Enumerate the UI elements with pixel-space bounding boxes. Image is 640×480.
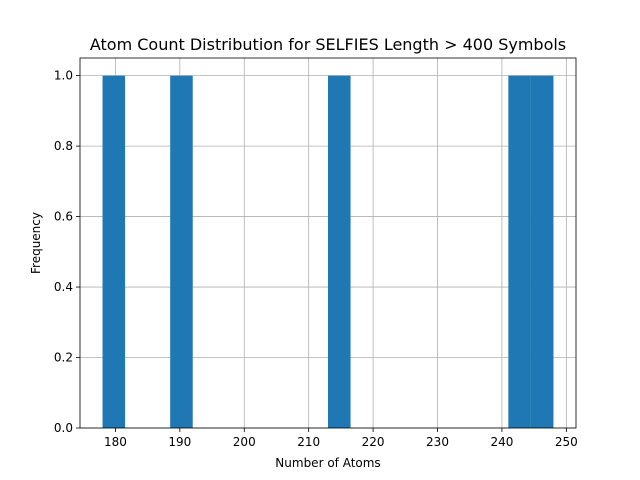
- x-tick-label: 190: [168, 435, 191, 449]
- histogram-bar: [102, 75, 126, 428]
- y-tick-label: 0.2: [54, 351, 73, 365]
- x-tick-label: 200: [233, 435, 256, 449]
- y-tick-label: 1.0: [54, 69, 73, 83]
- plot-frame: [79, 57, 577, 429]
- histogram-bar: [328, 75, 351, 428]
- bars: [102, 75, 554, 428]
- x-tick-label: 230: [426, 435, 449, 449]
- x-axis-label: Number of Atoms: [275, 456, 380, 470]
- x-tick-label: 240: [490, 435, 513, 449]
- histogram-bar: [170, 75, 193, 428]
- y-tick-label: 0.8: [54, 139, 73, 153]
- x-tick-label: 210: [297, 435, 320, 449]
- x-tick-label: 220: [362, 435, 385, 449]
- ticks: 180 190 200 210 220 230 240 250 0.0 0.2 0.4 0.6 0.8 1…: [54, 69, 578, 449]
- y-tick-label: 0.4: [54, 280, 73, 294]
- y-tick-label: 0.6: [54, 210, 73, 224]
- x-tick-label: 180: [104, 435, 127, 449]
- y-tick-label: 0.0: [54, 421, 73, 435]
- x-tick-label: 250: [555, 435, 578, 449]
- histogram-bar: [530, 75, 554, 428]
- histogram-bar: [508, 75, 531, 428]
- axes-frame: [79, 57, 577, 429]
- y-axis-label: Frequency: [29, 212, 43, 274]
- chart-title: Atom Count Distribution for SELFIES Leng…: [90, 35, 566, 54]
